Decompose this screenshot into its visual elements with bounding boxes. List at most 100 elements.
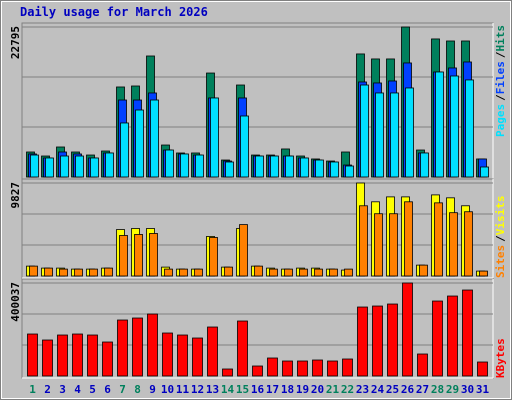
x-tick-label: 9 [149,383,156,396]
bar [105,152,114,178]
bar [327,360,338,377]
bar [75,155,84,178]
legend-separator: / [494,51,507,58]
x-tick-label: 29 [446,383,459,396]
bar [150,99,159,178]
x-tick-label: 28 [431,383,444,396]
bar [147,313,158,377]
bar [89,268,98,277]
bar [179,268,188,277]
panel [21,22,494,180]
bar [359,205,368,277]
bar [390,92,399,178]
bar [42,339,53,377]
bar [162,332,173,377]
x-tick-label: 11 [176,383,190,396]
bar [255,155,264,178]
bar [404,201,413,277]
x-tick-label: 8 [134,383,141,396]
bar [252,365,263,377]
bar [479,270,488,277]
y-tick-label: 400037 [9,282,22,322]
legend-entry: Pages [494,104,507,137]
legend: Pages/Files/Hits [494,25,507,137]
x-tick-label: 19 [296,383,309,396]
x-tick-label: 21 [326,383,340,396]
legend: Sites /Visits [494,196,507,279]
x-tick-label: 14 [221,383,235,396]
bar [417,353,428,377]
bar [240,115,249,178]
x-tick-label: 2 [44,383,51,396]
bar [360,84,369,178]
bar [282,360,293,377]
bar [447,295,458,377]
bar [117,319,128,377]
bar [165,149,174,178]
bar [149,233,158,277]
x-tick-label: 30 [461,383,474,396]
x-tick-label: 26 [401,383,415,396]
bar [342,358,353,377]
chart-title: Daily usage for March 2026 [20,5,208,19]
x-tick-label: 18 [281,383,294,396]
x-tick-label: 25 [386,383,399,396]
x-tick-label: 12 [191,383,204,396]
x-tick-label: 24 [371,383,385,396]
panel [21,178,494,279]
x-tick-label: 31 [476,383,490,396]
bar [389,213,398,277]
bar [432,300,443,377]
bar [312,359,323,377]
bar [45,157,54,178]
x-tick-label: 22 [341,383,354,396]
bar [164,268,173,277]
bar [59,268,68,277]
x-tick-label: 6 [104,383,111,396]
bar [419,264,428,277]
bar [90,157,99,178]
bar [402,282,413,377]
bar [237,320,248,377]
bar [480,166,489,178]
bar [372,305,383,377]
x-tick-label: 3 [59,383,66,396]
bar [177,334,188,377]
bar [435,71,444,178]
x-tick-label: 1 [29,383,36,396]
x-tick-label: 20 [311,383,324,396]
bar [464,211,473,277]
bar [102,341,113,377]
bar [104,267,113,277]
bar [270,155,279,178]
bar [180,153,189,178]
bar [60,155,69,178]
legend: KBytes [494,338,507,378]
x-tick-label: 13 [206,383,219,396]
bar [375,92,384,178]
bar [357,306,368,377]
bar [134,234,143,277]
bar [300,157,309,178]
bar [267,357,278,377]
bar [74,268,83,277]
legend-entry: Visits [494,196,507,236]
legend-entry: KBytes [494,338,507,378]
bar [254,265,263,277]
bar [269,268,278,277]
bar [449,212,458,277]
bar [29,265,38,277]
bar [207,326,218,377]
legend-separator: / [494,94,507,101]
legend-entry: Files [494,61,507,94]
x-tick-label: 4 [74,383,81,396]
bar [462,289,473,377]
bar [315,159,324,178]
bar [222,368,233,377]
bar [119,235,128,277]
x-tick-label: 7 [119,383,126,396]
bar [299,268,308,277]
x-tick-label: 15 [236,383,249,396]
